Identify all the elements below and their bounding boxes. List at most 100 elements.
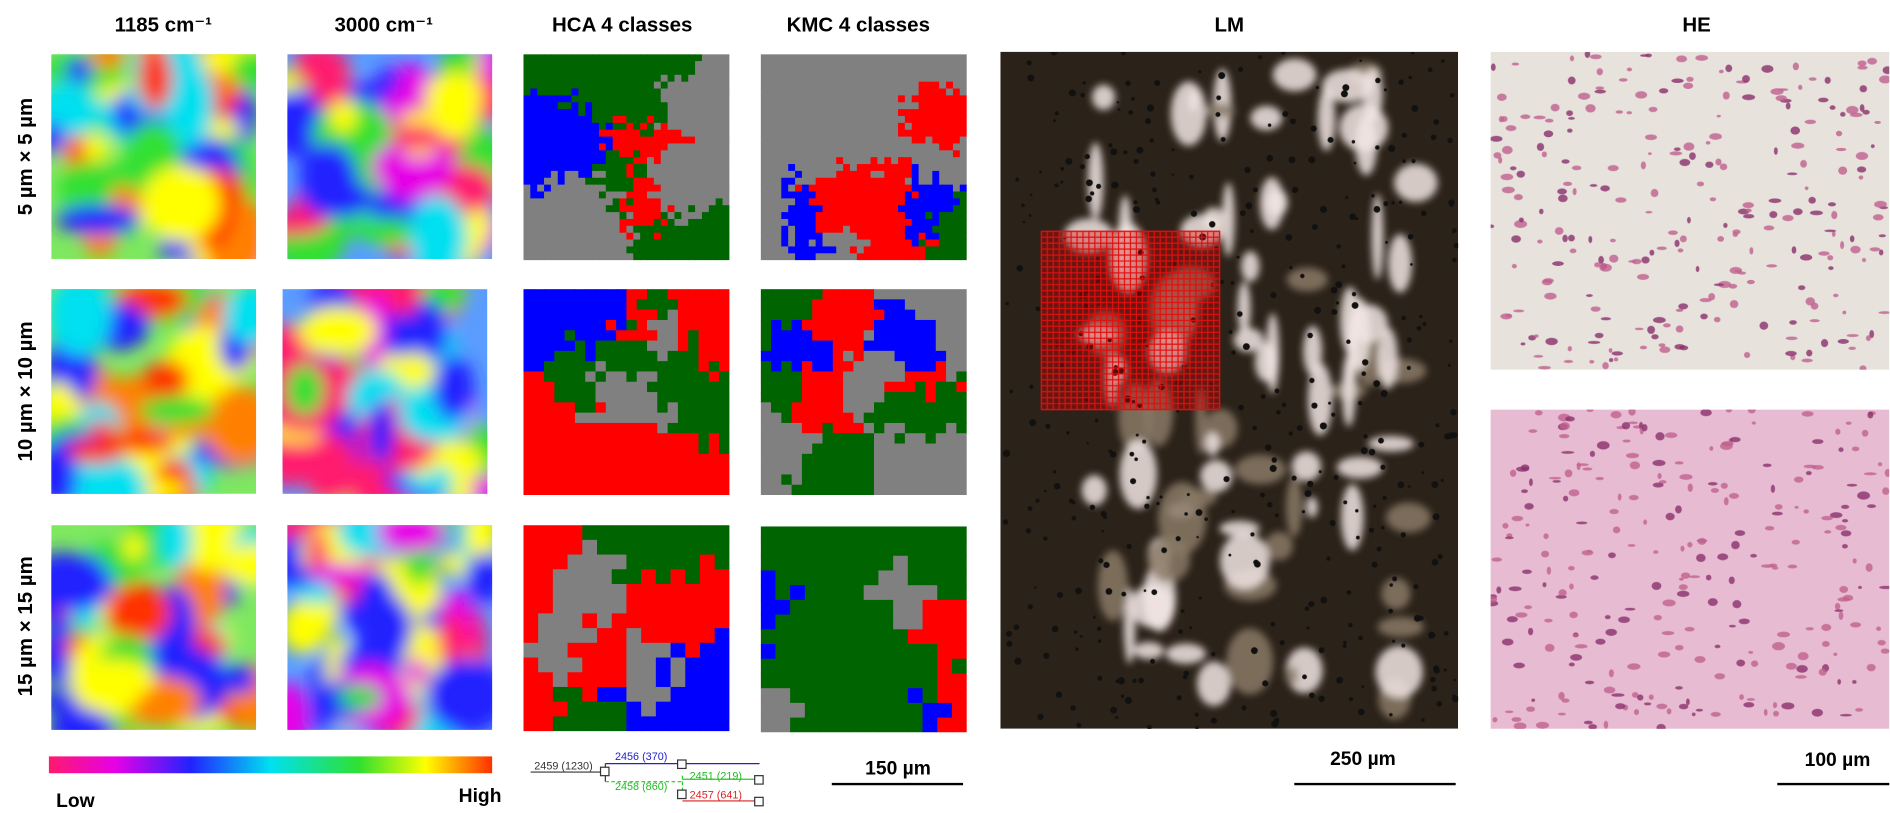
class-pixel — [953, 150, 960, 157]
class-pixel — [575, 423, 586, 434]
class-pixel — [908, 526, 923, 541]
class-pixel — [834, 688, 849, 703]
class-pixel — [523, 82, 530, 89]
class-pixel — [654, 102, 661, 109]
class-pixel — [544, 75, 551, 82]
class-pixel — [960, 246, 967, 253]
class-pixel — [534, 299, 545, 310]
class-pixel — [871, 205, 878, 212]
class-pixel — [612, 525, 627, 540]
class-pixel — [781, 320, 792, 331]
he-cell — [1568, 566, 1575, 570]
he-cell — [1710, 197, 1716, 201]
class-pixel — [908, 585, 923, 600]
lm-speck — [1413, 584, 1418, 589]
class-pixel — [640, 226, 647, 233]
class-pixel — [812, 371, 823, 382]
class-pixel — [853, 310, 864, 321]
class-pixel — [685, 569, 700, 584]
class-pixel — [702, 205, 709, 212]
class-pixel — [919, 253, 926, 260]
class-pixel — [853, 351, 864, 362]
class-pixel — [857, 226, 864, 233]
class-pixel — [596, 371, 607, 382]
class-pixel — [877, 143, 884, 150]
lm-speck — [1408, 234, 1414, 240]
he-cell — [1697, 181, 1704, 186]
class-pixel — [523, 341, 534, 352]
lm-speck — [1431, 135, 1437, 141]
class-pixel — [905, 433, 916, 444]
class-pixel — [908, 600, 923, 615]
class-pixel — [932, 171, 939, 178]
he-cell — [1670, 151, 1683, 155]
class-pixel — [871, 185, 878, 192]
class-pixel — [709, 102, 716, 109]
class-pixel — [874, 351, 885, 362]
class-pixel — [820, 541, 835, 556]
class-pixel — [771, 485, 782, 496]
class-pixel — [884, 82, 891, 89]
class-pixel — [923, 644, 938, 659]
lm-speck — [1044, 490, 1047, 493]
class-pixel — [823, 68, 830, 75]
class-pixel — [936, 382, 947, 393]
class-pixel — [761, 75, 768, 82]
class-pixel — [761, 310, 772, 321]
class-pixel — [932, 233, 939, 240]
class-pixel — [919, 68, 926, 75]
class-pixel — [874, 341, 885, 352]
class-pixel — [681, 54, 688, 61]
he-cell — [1543, 533, 1548, 539]
class-pixel — [857, 116, 864, 123]
class-pixel — [809, 130, 816, 137]
he-cell — [1537, 240, 1542, 244]
class-pixel — [544, 102, 551, 109]
class-pixel — [908, 615, 923, 630]
he-cell — [1744, 352, 1750, 358]
class-pixel — [668, 219, 675, 226]
class-pixel — [919, 109, 926, 116]
class-pixel — [606, 310, 617, 321]
he-cell — [1792, 246, 1797, 253]
class-pixel — [939, 95, 946, 102]
class-pixel — [790, 659, 805, 674]
class-pixel — [874, 464, 885, 475]
class-pixel — [809, 226, 816, 233]
class-pixel — [668, 485, 679, 496]
class-pixel — [681, 212, 688, 219]
class-pixel — [864, 615, 879, 630]
heatmap-blob — [425, 72, 482, 122]
class-pixel — [715, 599, 730, 614]
lm-speck — [1435, 423, 1439, 427]
class-pixel — [857, 185, 864, 192]
class-pixel — [606, 143, 613, 150]
class-pixel — [723, 178, 730, 185]
class-pixel — [606, 137, 613, 144]
class-pixel — [668, 474, 679, 485]
class-pixel — [695, 95, 702, 102]
class-pixel — [864, 123, 871, 130]
class-pixel — [699, 320, 710, 331]
class-pixel — [792, 413, 803, 424]
class-pixel — [709, 137, 716, 144]
he-cell — [1732, 229, 1740, 234]
class-pixel — [802, 413, 813, 424]
class-pixel — [864, 464, 875, 475]
class-pixel — [884, 240, 891, 247]
he-cell — [1516, 171, 1525, 178]
class-pixel — [599, 253, 606, 260]
class-pixel — [558, 137, 565, 144]
lm-speck — [1069, 89, 1076, 96]
lm-speck — [1361, 371, 1366, 376]
lm-speck — [1452, 258, 1456, 262]
class-pixel — [834, 718, 849, 733]
class-pixel — [565, 444, 576, 455]
class-pixel — [695, 171, 702, 178]
class-pixel — [656, 613, 671, 628]
class-pixel — [606, 89, 613, 96]
colorbar-high: High — [459, 786, 502, 807]
class-pixel — [613, 82, 620, 89]
he-cell — [1786, 102, 1791, 109]
class-pixel — [864, 454, 875, 465]
